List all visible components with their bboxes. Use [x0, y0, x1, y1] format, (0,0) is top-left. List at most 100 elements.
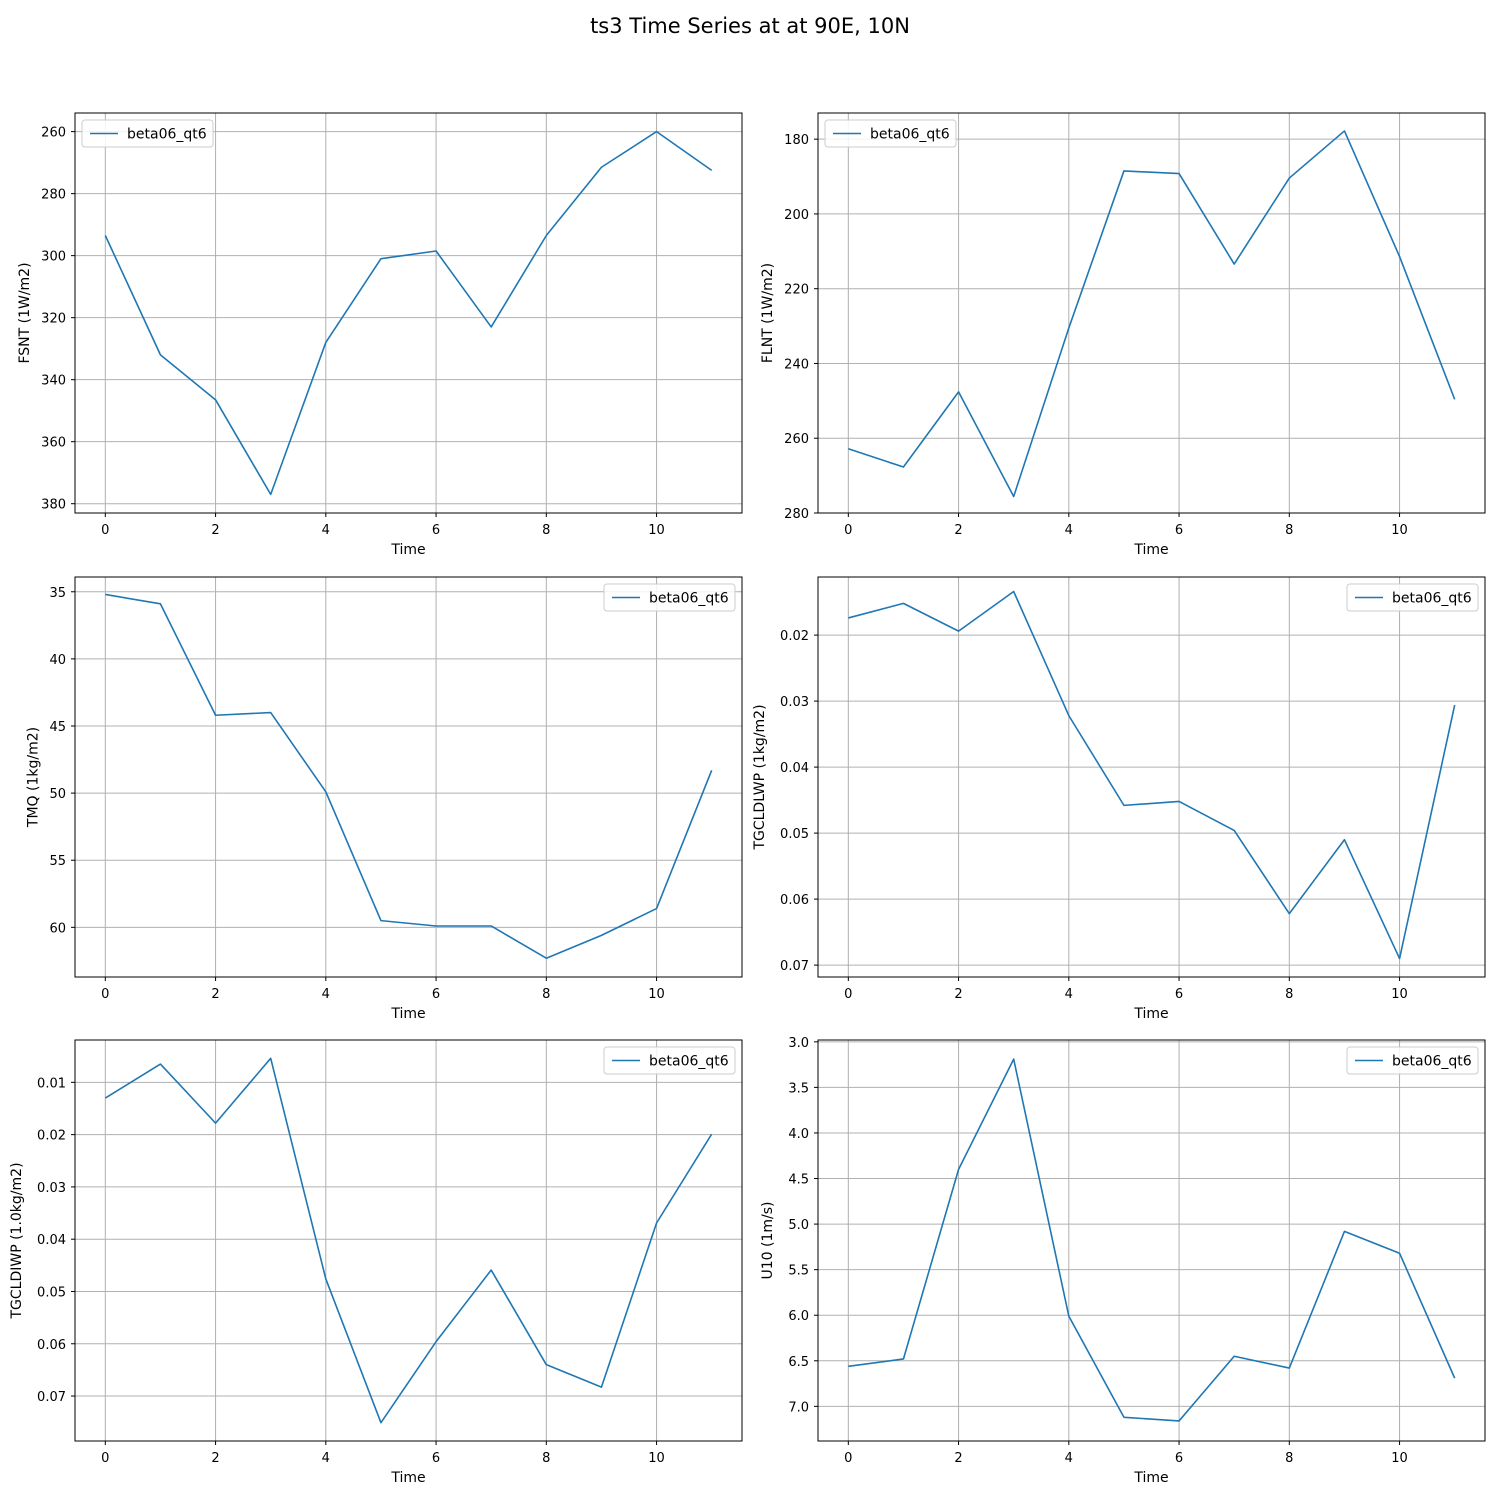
legend: beta06_qt6	[1346, 1046, 1479, 1075]
subplot-4: 0 2 4 6 8 10 0.02 0.03 0.04 0.05 0.06 0.07 Time TGCLD…	[752, 576, 1486, 1022]
y-tick-label: 220	[784, 283, 809, 298]
y-tick-label: 6.5	[788, 1355, 809, 1370]
y-tick-label: 6.0	[788, 1309, 809, 1324]
x-tick-label: 4	[322, 1451, 330, 1466]
subplot-6: 0 2 4 6 8 10 3.0 3.5 4.0 4.5 5.0 5.5 6.0 6.5 7.0 Time U1…	[760, 1036, 1486, 1486]
legend: beta06_qt6	[824, 119, 957, 148]
y-axis-label: TGCLDIWP (1.0kg/m2)	[9, 1162, 25, 1319]
y-tick-label: 280	[41, 188, 66, 203]
x-tick-label: 10	[648, 987, 665, 1002]
x-tick-label: 4	[1065, 523, 1073, 538]
y-tick-label: 3.0	[788, 1036, 809, 1051]
plot-frame	[74, 576, 743, 978]
x-tick-label: 10	[1391, 523, 1408, 538]
x-tick-label: 0	[844, 987, 852, 1002]
x-axis-label: Time	[390, 1470, 425, 1486]
x-tick-label: 2	[954, 987, 962, 1002]
x-tick-label: 2	[954, 523, 962, 538]
y-tick-label: 4.0	[788, 1127, 809, 1142]
x-tick-label: 8	[1285, 523, 1293, 538]
legend-box	[1346, 583, 1479, 612]
legend-label: beta06_qt6	[870, 127, 950, 143]
x-tick-label: 2	[211, 523, 219, 538]
legend-box	[603, 1046, 736, 1075]
series-line-1	[848, 590, 1456, 960]
x-tick-label: 4	[1065, 1451, 1073, 1466]
y-tick-label: 4.5	[788, 1173, 809, 1188]
series-line-1	[105, 593, 713, 960]
y-axis-label: FSNT (1W/m2)	[17, 262, 33, 363]
y-tick-label: 50	[49, 787, 66, 802]
y-tick-label: 40	[49, 653, 66, 668]
y-tick-label: 0.04	[37, 1233, 66, 1248]
y-tick-label: 5.0	[788, 1218, 809, 1233]
x-tick-label: 6	[432, 987, 440, 1002]
x-tick-label: 6	[1175, 523, 1183, 538]
x-tick-label: 2	[211, 1451, 219, 1466]
plot-frame	[817, 1039, 1486, 1442]
x-tick-label: 8	[1285, 987, 1293, 1002]
y-tick-label: 0.06	[37, 1338, 66, 1353]
x-axis-label: Time	[1133, 542, 1168, 558]
subplot-3: 0 2 4 6 8 10 35 40 45 50 55 60 Time TMQ (1kg/m2) beta0…	[25, 576, 743, 1022]
y-tick-label: 340	[41, 374, 66, 389]
y-tick-label: 0.01	[37, 1076, 66, 1091]
y-tick-label: 5.5	[788, 1264, 809, 1279]
x-tick-label: 6	[1175, 1451, 1183, 1466]
y-tick-label: 0.03	[37, 1181, 66, 1196]
y-tick-label: 300	[41, 250, 66, 265]
legend-label: beta06_qt6	[649, 591, 729, 607]
y-tick-label: 0.03	[780, 695, 809, 710]
legend: beta06_qt6	[1346, 583, 1479, 612]
y-axis-label: FLNT (1W/m2)	[760, 263, 776, 363]
y-tick-label: 260	[784, 432, 809, 447]
legend: beta06_qt6	[81, 119, 214, 148]
y-tick-label: 0.05	[37, 1285, 66, 1300]
legend-box	[81, 119, 214, 148]
x-tick-label: 4	[1065, 987, 1073, 1002]
plot-frame	[74, 112, 743, 514]
x-tick-label: 2	[954, 1451, 962, 1466]
x-axis-label: Time	[1133, 1470, 1168, 1486]
legend-label: beta06_qt6	[1392, 591, 1472, 607]
legend-box	[824, 119, 957, 148]
y-tick-label: 45	[49, 720, 66, 735]
plot-frame	[817, 576, 1486, 978]
figure-title: ts3 Time Series at at 90E, 10N	[590, 14, 910, 38]
legend-box	[1346, 1046, 1479, 1075]
y-axis-label: U10 (1m/s)	[760, 1202, 776, 1280]
y-tick-label: 320	[41, 312, 66, 327]
y-tick-label: 7.0	[788, 1400, 809, 1415]
x-tick-label: 0	[844, 1451, 852, 1466]
y-tick-label: 280	[784, 507, 809, 522]
series-line-1	[104, 1057, 713, 1424]
x-tick-label: 8	[542, 987, 550, 1002]
y-tick-label: 0.06	[780, 893, 809, 908]
y-tick-label: 0.04	[780, 761, 809, 776]
x-tick-label: 8	[1285, 1451, 1293, 1466]
y-tick-label: 260	[41, 126, 66, 141]
x-tick-label: 2	[211, 987, 219, 1002]
x-tick-label: 10	[648, 523, 665, 538]
plot-frame	[817, 112, 1486, 514]
y-tick-label: 0.05	[780, 827, 809, 842]
x-tick-label: 0	[101, 987, 109, 1002]
x-tick-label: 0	[101, 1451, 109, 1466]
legend: beta06_qt6	[603, 583, 736, 612]
x-axis-label: Time	[1133, 1006, 1168, 1022]
legend-label: beta06_qt6	[1392, 1054, 1472, 1070]
x-axis-label: Time	[390, 542, 425, 558]
series-line-1	[848, 1058, 1456, 1422]
y-tick-label: 0.07	[37, 1390, 66, 1405]
y-tick-label: 60	[49, 921, 66, 936]
y-tick-label: 35	[49, 586, 66, 601]
y-tick-label: 55	[49, 854, 66, 869]
x-tick-label: 4	[322, 987, 330, 1002]
series-line-1	[848, 130, 1456, 498]
x-tick-label: 6	[1175, 987, 1183, 1002]
subplot-2: 0 2 4 6 8 10 180 200 220 240 260 280 Time FLNT (1W/m2…	[760, 112, 1486, 558]
x-tick-label: 8	[542, 1451, 550, 1466]
y-tick-label: 360	[41, 436, 66, 451]
legend: beta06_qt6	[603, 1046, 736, 1075]
